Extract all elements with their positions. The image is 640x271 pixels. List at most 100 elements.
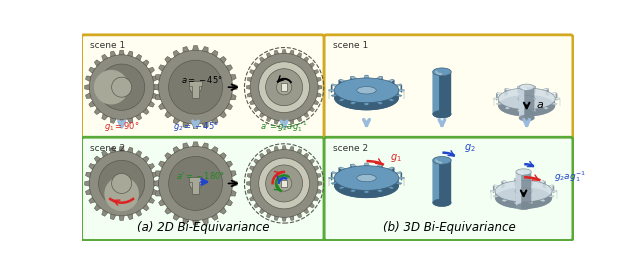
- Polygon shape: [159, 65, 165, 72]
- Polygon shape: [246, 85, 250, 89]
- Polygon shape: [516, 172, 521, 209]
- Polygon shape: [516, 172, 531, 209]
- Polygon shape: [364, 75, 369, 78]
- Circle shape: [259, 158, 310, 209]
- Polygon shape: [433, 72, 451, 118]
- Polygon shape: [211, 118, 218, 124]
- Polygon shape: [183, 218, 189, 224]
- Polygon shape: [350, 76, 356, 79]
- Polygon shape: [247, 174, 252, 178]
- Polygon shape: [165, 111, 172, 118]
- Polygon shape: [152, 93, 157, 98]
- Polygon shape: [173, 118, 180, 124]
- Polygon shape: [314, 70, 319, 75]
- Polygon shape: [127, 118, 133, 123]
- Polygon shape: [152, 76, 157, 81]
- Polygon shape: [399, 177, 404, 179]
- Polygon shape: [376, 164, 383, 167]
- Polygon shape: [202, 122, 208, 128]
- Polygon shape: [392, 79, 394, 88]
- Polygon shape: [250, 166, 255, 171]
- Text: $g_2ag_1^{-1}$: $g_2ag_1^{-1}$: [554, 169, 586, 184]
- Polygon shape: [542, 88, 548, 91]
- Polygon shape: [152, 189, 157, 195]
- Polygon shape: [84, 181, 90, 186]
- Polygon shape: [548, 195, 554, 198]
- Polygon shape: [154, 181, 159, 186]
- Polygon shape: [282, 146, 286, 150]
- Ellipse shape: [516, 204, 531, 210]
- Polygon shape: [254, 159, 259, 164]
- Polygon shape: [331, 84, 338, 86]
- Polygon shape: [119, 147, 124, 151]
- Polygon shape: [496, 102, 502, 105]
- Polygon shape: [309, 159, 314, 164]
- Polygon shape: [329, 89, 334, 91]
- Polygon shape: [303, 208, 308, 214]
- Polygon shape: [493, 195, 499, 198]
- Polygon shape: [282, 50, 286, 53]
- Polygon shape: [275, 120, 279, 124]
- Polygon shape: [165, 207, 172, 214]
- Polygon shape: [519, 87, 534, 121]
- Polygon shape: [247, 189, 252, 193]
- Polygon shape: [555, 98, 560, 100]
- Ellipse shape: [495, 187, 552, 209]
- Polygon shape: [303, 153, 308, 158]
- Polygon shape: [297, 53, 301, 58]
- Circle shape: [111, 173, 132, 193]
- Polygon shape: [303, 57, 308, 62]
- Polygon shape: [226, 65, 232, 72]
- Polygon shape: [396, 94, 402, 97]
- Polygon shape: [546, 88, 548, 96]
- Circle shape: [104, 176, 139, 211]
- Polygon shape: [119, 50, 124, 55]
- Polygon shape: [309, 107, 314, 112]
- Ellipse shape: [356, 174, 376, 182]
- Polygon shape: [247, 92, 252, 97]
- Polygon shape: [250, 100, 255, 105]
- Polygon shape: [211, 50, 218, 57]
- Polygon shape: [339, 79, 341, 88]
- Polygon shape: [339, 186, 346, 189]
- Polygon shape: [211, 214, 218, 220]
- Ellipse shape: [356, 86, 376, 94]
- Polygon shape: [365, 163, 369, 171]
- Polygon shape: [230, 94, 236, 100]
- Polygon shape: [502, 180, 508, 183]
- Polygon shape: [532, 86, 536, 93]
- Polygon shape: [230, 75, 236, 80]
- Ellipse shape: [334, 78, 399, 103]
- Ellipse shape: [519, 115, 534, 121]
- Polygon shape: [89, 101, 95, 107]
- Polygon shape: [376, 76, 383, 79]
- Polygon shape: [433, 160, 439, 206]
- Polygon shape: [504, 88, 511, 91]
- Text: (b) 3D Bi-Equivariance: (b) 3D Bi-Equivariance: [383, 221, 515, 234]
- Polygon shape: [260, 57, 265, 62]
- Ellipse shape: [334, 86, 399, 110]
- Ellipse shape: [433, 156, 451, 164]
- Polygon shape: [232, 180, 237, 186]
- Circle shape: [168, 60, 223, 114]
- Text: scene 1: scene 1: [90, 41, 125, 50]
- Polygon shape: [183, 122, 189, 128]
- Polygon shape: [493, 98, 499, 100]
- Polygon shape: [189, 81, 202, 98]
- Polygon shape: [260, 153, 265, 158]
- Polygon shape: [282, 217, 286, 221]
- Circle shape: [276, 79, 292, 95]
- Ellipse shape: [519, 84, 534, 90]
- Polygon shape: [365, 75, 369, 83]
- Text: $a' = -180°$: $a' = -180°$: [175, 170, 225, 181]
- Ellipse shape: [515, 188, 532, 194]
- Polygon shape: [529, 178, 532, 185]
- Circle shape: [189, 81, 202, 93]
- Polygon shape: [334, 90, 399, 110]
- Polygon shape: [254, 63, 259, 68]
- Polygon shape: [189, 177, 202, 194]
- Polygon shape: [250, 70, 255, 75]
- Circle shape: [159, 147, 232, 220]
- Polygon shape: [211, 147, 218, 153]
- Polygon shape: [143, 60, 149, 66]
